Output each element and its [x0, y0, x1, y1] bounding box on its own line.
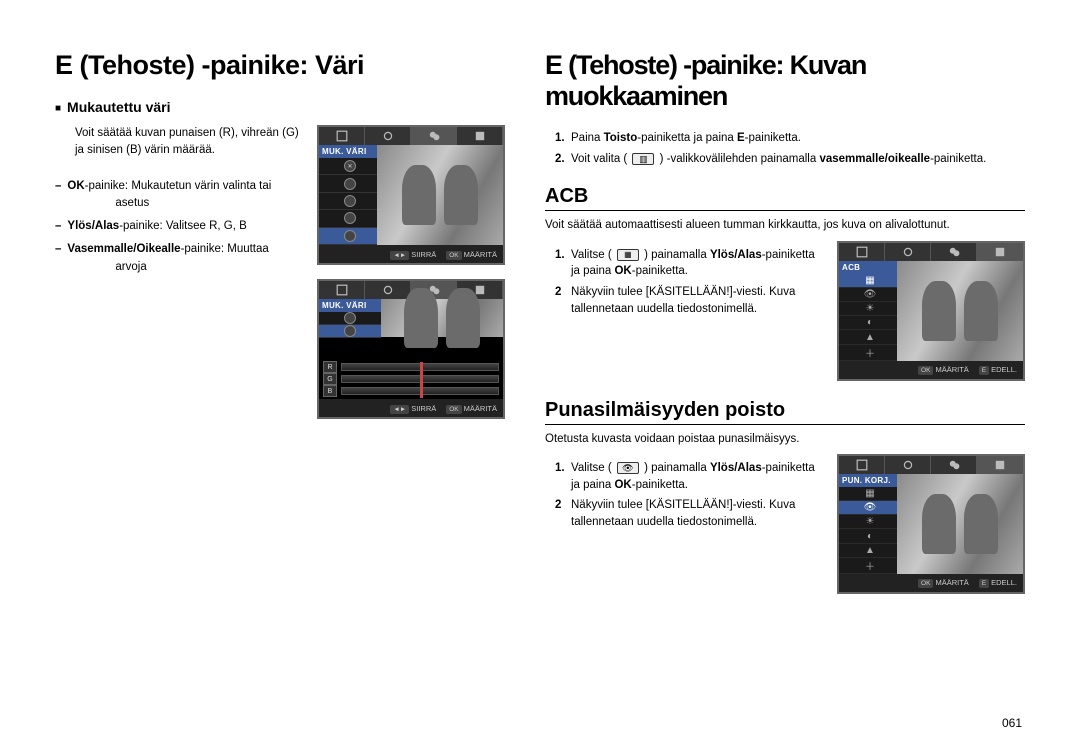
side-ic: 👁: [839, 288, 901, 302]
intro-step-2: 2. Voit valita ( ) -valikkovälilehden pa…: [555, 151, 1025, 168]
right-title: E (Tehoste) -painike: Kuvan muokkaaminen: [545, 50, 1025, 112]
tab-icon: [839, 243, 885, 261]
note-ok: OK-painike: Mukautetun värin valinta tai…: [55, 178, 303, 213]
redeye-steps: 1. Valitse ( ) painamalla Ylös/Alas-pain…: [555, 460, 823, 531]
side-ic: ＋: [839, 558, 901, 574]
acb-step-1: 1. Valitse ( ) painamalla Ylös/Alas-pain…: [555, 247, 823, 280]
lcd-bottom-bar: OKMÄÄRITÄ EEDELL.: [839, 574, 1023, 592]
acb-steps: 1. Valitse ( ) painamalla Ylös/Alas-pain…: [555, 247, 823, 318]
lcd-tabbar: [839, 243, 1023, 261]
lcd-bottom-bar: ◄►SIIRRÄ OKMÄÄRITÄ: [319, 245, 503, 263]
side-item: [319, 175, 381, 192]
lcd-photo: [897, 474, 1023, 574]
grid-icon: [632, 153, 654, 165]
tab-icon: [365, 127, 411, 145]
side-item: [319, 312, 381, 325]
page-number: 061: [1002, 716, 1022, 730]
lcd-side-title: ACB: [839, 261, 901, 274]
lcd-custom-color-1: MUK. VÄRI ✕ ◄►SIIRRÄ OKMÄÄRITÄ: [317, 125, 505, 265]
lcd-side-title: MUK. VÄRI: [319, 299, 381, 312]
lcd-stack: MUK. VÄRI ✕ ◄►SIIRRÄ OKMÄÄRITÄ: [317, 125, 505, 419]
side-ic: 👁: [839, 501, 901, 515]
side-ic: ＋: [839, 345, 901, 361]
tab-icon: [931, 243, 977, 261]
intro-steps: 1. Paina Toisto-painiketta ja paina E-pa…: [555, 130, 1025, 167]
side-item-selected: [319, 228, 381, 245]
lcd-photo: [897, 261, 1023, 361]
side-ic: ☀: [839, 515, 901, 529]
acb-row: 1. Valitse ( ) painamalla Ylös/Alas-pain…: [545, 241, 1025, 381]
lcd-bottom-bar: OKMÄÄRITÄ EEDELL.: [839, 361, 1023, 379]
acb-heading: ACB: [545, 185, 1025, 211]
intro-text: Voit säätää kuvan punaisen (R), vihreän …: [75, 125, 303, 160]
lcd-tabbar: [839, 456, 1023, 474]
tab-icon: [885, 456, 931, 474]
lcd-photo: [377, 145, 503, 245]
tab-icon: [885, 243, 931, 261]
note-vasemmalle: Vasemmalle/Oikealle-painike: Muuttaa arv…: [55, 241, 303, 276]
redeye-row: 1. Valitse ( ) painamalla Ylös/Alas-pain…: [545, 454, 1025, 594]
tab-icon: [411, 127, 457, 145]
tab-icon: [977, 243, 1023, 261]
note-ylos: Ylös/Alas-painike: Valitsee R, G, B: [55, 218, 303, 235]
acb-icon: [617, 249, 639, 261]
side-item-selected: [319, 325, 381, 338]
redeye-step-2: 2 Näkyviin tulee [KÄSITELLÄÄN!]-viesti. …: [555, 497, 823, 530]
side-item: ✕: [319, 158, 381, 175]
side-item: [319, 193, 381, 210]
redeye-heading: Punasilmäisyyden poisto: [545, 399, 1025, 425]
lcd-side-title: PUN. KORJ.: [839, 474, 901, 487]
lcd-sidebar: PUN. KORJ. ▦ 👁 ☀ ◐ ▲ ＋: [839, 474, 901, 574]
rgb-sliders: R G B: [323, 359, 499, 395]
lcd-tabbar: [319, 127, 503, 145]
tab-icon: [931, 456, 977, 474]
custom-color-text: Voit säätää kuvan punaisen (R), vihreän …: [55, 125, 303, 282]
tab-icon: [319, 281, 365, 299]
side-ic: ▲: [839, 544, 901, 558]
lcd-side-title: MUK. VÄRI: [319, 145, 381, 158]
tab-icon: [319, 127, 365, 145]
lcd-redeye: PUN. KORJ. ▦ 👁 ☀ ◐ ▲ ＋ OKMÄÄRITÄ EEDELL.: [837, 454, 1025, 594]
subhead-custom-color: Mukautettu väri: [55, 99, 505, 115]
custom-color-row: Voit säätää kuvan punaisen (R), vihreän …: [55, 125, 505, 419]
acb-step-2: 2 Näkyviin tulee [KÄSITELLÄÄN!]-viesti. …: [555, 284, 823, 317]
intro-step-1: 1. Paina Toisto-painiketta ja paina E-pa…: [555, 130, 1025, 147]
redeye-desc: Otetusta kuvasta voidaan poistaa punasil…: [545, 431, 1025, 448]
side-ic: ◐: [839, 529, 901, 543]
left-title: E (Tehoste) -painike: Väri: [55, 50, 505, 81]
side-ic: ▦: [839, 274, 901, 288]
lcd-sidebar: MUK. VÄRI ✕: [319, 145, 381, 245]
right-column: E (Tehoste) -painike: Kuvan muokkaaminen…: [545, 50, 1025, 722]
lcd-sidebar: MUK. VÄRI: [319, 299, 381, 337]
side-ic: ☀: [839, 302, 901, 316]
eye-icon: [617, 462, 639, 474]
lcd-photo: [381, 299, 503, 337]
lcd-custom-color-2: MUK. VÄRI R G B ◄►SIIRRÄ OKMÄÄRITÄ: [317, 279, 505, 419]
side-ic: ▦: [839, 487, 901, 501]
tab-icon: [839, 456, 885, 474]
lcd-bottom-bar: ◄►SIIRRÄ OKMÄÄRITÄ: [319, 399, 503, 417]
tab-icon: [977, 456, 1023, 474]
slider-g: G: [323, 373, 499, 385]
button-notes: OK-painike: Mukautetun värin valinta tai…: [55, 178, 303, 276]
slider-r: R: [323, 361, 499, 373]
side-item: [319, 210, 381, 227]
redeye-step-1: 1. Valitse ( ) painamalla Ylös/Alas-pain…: [555, 460, 823, 493]
tab-icon: [365, 281, 411, 299]
lcd-sidebar: ACB ▦ 👁 ☀ ◐ ▲ ＋: [839, 261, 901, 361]
left-column: E (Tehoste) -painike: Väri Mukautettu vä…: [55, 50, 505, 722]
lcd-acb: ACB ▦ 👁 ☀ ◐ ▲ ＋ OKMÄÄRITÄ EEDELL.: [837, 241, 1025, 381]
slider-b: B: [323, 385, 499, 397]
acb-desc: Voit säätää automaattisesti alueen tumma…: [545, 217, 1025, 234]
side-ic: ▲: [839, 330, 901, 344]
side-ic: ◐: [839, 316, 901, 330]
tab-icon: [457, 127, 503, 145]
